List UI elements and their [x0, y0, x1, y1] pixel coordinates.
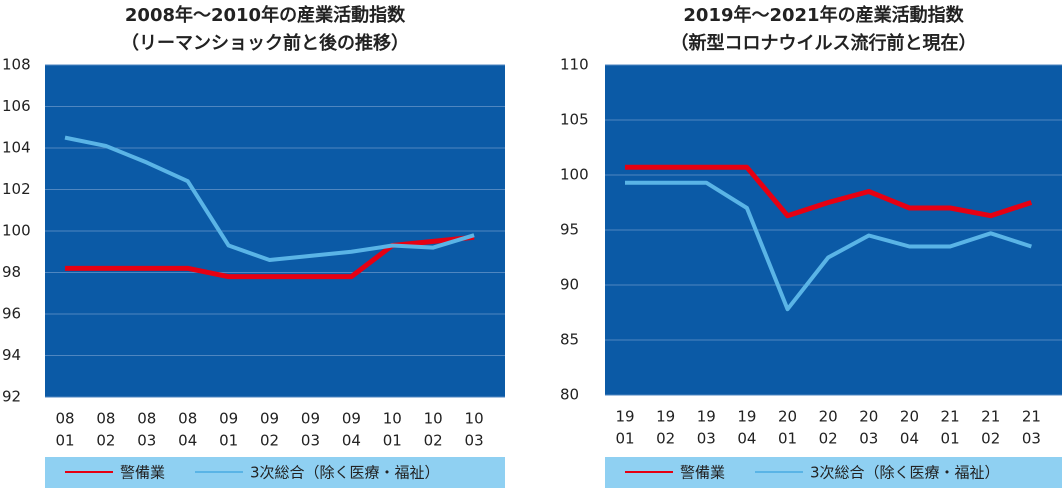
x-tick-label: 21	[981, 408, 1000, 426]
x-tick-label: 09	[260, 410, 279, 428]
legend-box	[605, 457, 1062, 488]
legend-box	[45, 457, 505, 488]
x-tick-label: 10	[424, 410, 443, 428]
x-tick-label: 03	[137, 432, 156, 450]
x-tick-label: 08	[178, 410, 197, 428]
x-tick-label: 08	[137, 410, 156, 428]
y-tick-label: 108	[2, 56, 31, 74]
x-tick-label: 20	[778, 408, 797, 426]
x-tick-label: 01	[55, 432, 74, 450]
x-tick-label: 01	[383, 432, 402, 450]
x-tick-label: 01	[615, 430, 634, 448]
x-tick-label: 08	[55, 410, 74, 428]
x-tick-label: 02	[819, 430, 838, 448]
series-line	[65, 234, 475, 280]
x-tick-label: 04	[737, 430, 756, 448]
chart-title: （リーマンショック前と後の推移）	[121, 32, 409, 54]
x-tick-label: 03	[301, 432, 320, 450]
x-tick-label: 01	[778, 430, 797, 448]
legend-label: 警備業	[120, 464, 165, 482]
x-tick-label: 19	[656, 408, 675, 426]
x-tick-label: 19	[697, 408, 716, 426]
x-tick-label: 10	[383, 410, 402, 428]
x-tick-label: 21	[941, 408, 960, 426]
y-tick-label: 80	[560, 386, 579, 404]
y-tick-label: 96	[2, 305, 21, 323]
chart-title: 2019年～2021年の産業活動指数	[683, 4, 964, 26]
x-tick-label: 10	[465, 410, 484, 428]
x-tick-label: 09	[219, 410, 238, 428]
x-tick-label: 03	[465, 432, 484, 450]
x-tick-label: 20	[900, 408, 919, 426]
legend-label: 3次総合（除く医療・福祉）	[250, 464, 440, 482]
x-tick-label: 02	[656, 430, 675, 448]
series-line	[625, 164, 1033, 219]
legend-label: 3次総合（除く医療・福祉）	[810, 464, 1000, 482]
chart-title: 2008年～2010年の産業活動指数	[125, 4, 406, 26]
x-tick-label: 02	[260, 432, 279, 450]
y-tick-label: 100	[2, 222, 31, 240]
y-tick-label: 105	[560, 111, 589, 129]
x-tick-label: 04	[342, 432, 361, 450]
y-tick-label: 98	[2, 263, 21, 281]
legend-label: 警備業	[680, 464, 725, 482]
x-tick-label: 02	[424, 432, 443, 450]
x-tick-label: 19	[737, 408, 756, 426]
y-tick-label: 110	[560, 56, 589, 74]
y-tick-label: 92	[2, 388, 21, 406]
y-tick-label: 95	[560, 221, 579, 239]
chart-title: （新型コロナウイルス流行前と現在）	[671, 32, 977, 54]
x-tick-label: 02	[96, 432, 115, 450]
x-tick-label: 09	[301, 410, 320, 428]
x-tick-label: 20	[859, 408, 878, 426]
x-tick-label: 03	[1022, 430, 1041, 448]
x-tick-label: 09	[342, 410, 361, 428]
x-tick-label: 19	[615, 408, 634, 426]
x-tick-label: 03	[697, 430, 716, 448]
y-tick-label: 100	[560, 166, 589, 184]
y-tick-label: 102	[2, 180, 31, 198]
series-line	[625, 180, 1032, 312]
y-tick-label: 104	[2, 139, 31, 157]
x-tick-label: 01	[941, 430, 960, 448]
series-line	[64, 135, 475, 263]
x-tick-label: 02	[981, 430, 1000, 448]
x-tick-label: 04	[900, 430, 919, 448]
x-tick-label: 08	[96, 410, 115, 428]
x-tick-label: 21	[1022, 408, 1041, 426]
x-tick-label: 04	[178, 432, 197, 450]
y-tick-label: 90	[560, 276, 579, 294]
x-tick-label: 20	[819, 408, 838, 426]
y-tick-label: 94	[2, 346, 21, 364]
x-tick-label: 01	[219, 432, 238, 450]
y-tick-label: 106	[2, 97, 31, 115]
x-tick-label: 03	[859, 430, 878, 448]
y-tick-label: 85	[560, 331, 579, 349]
